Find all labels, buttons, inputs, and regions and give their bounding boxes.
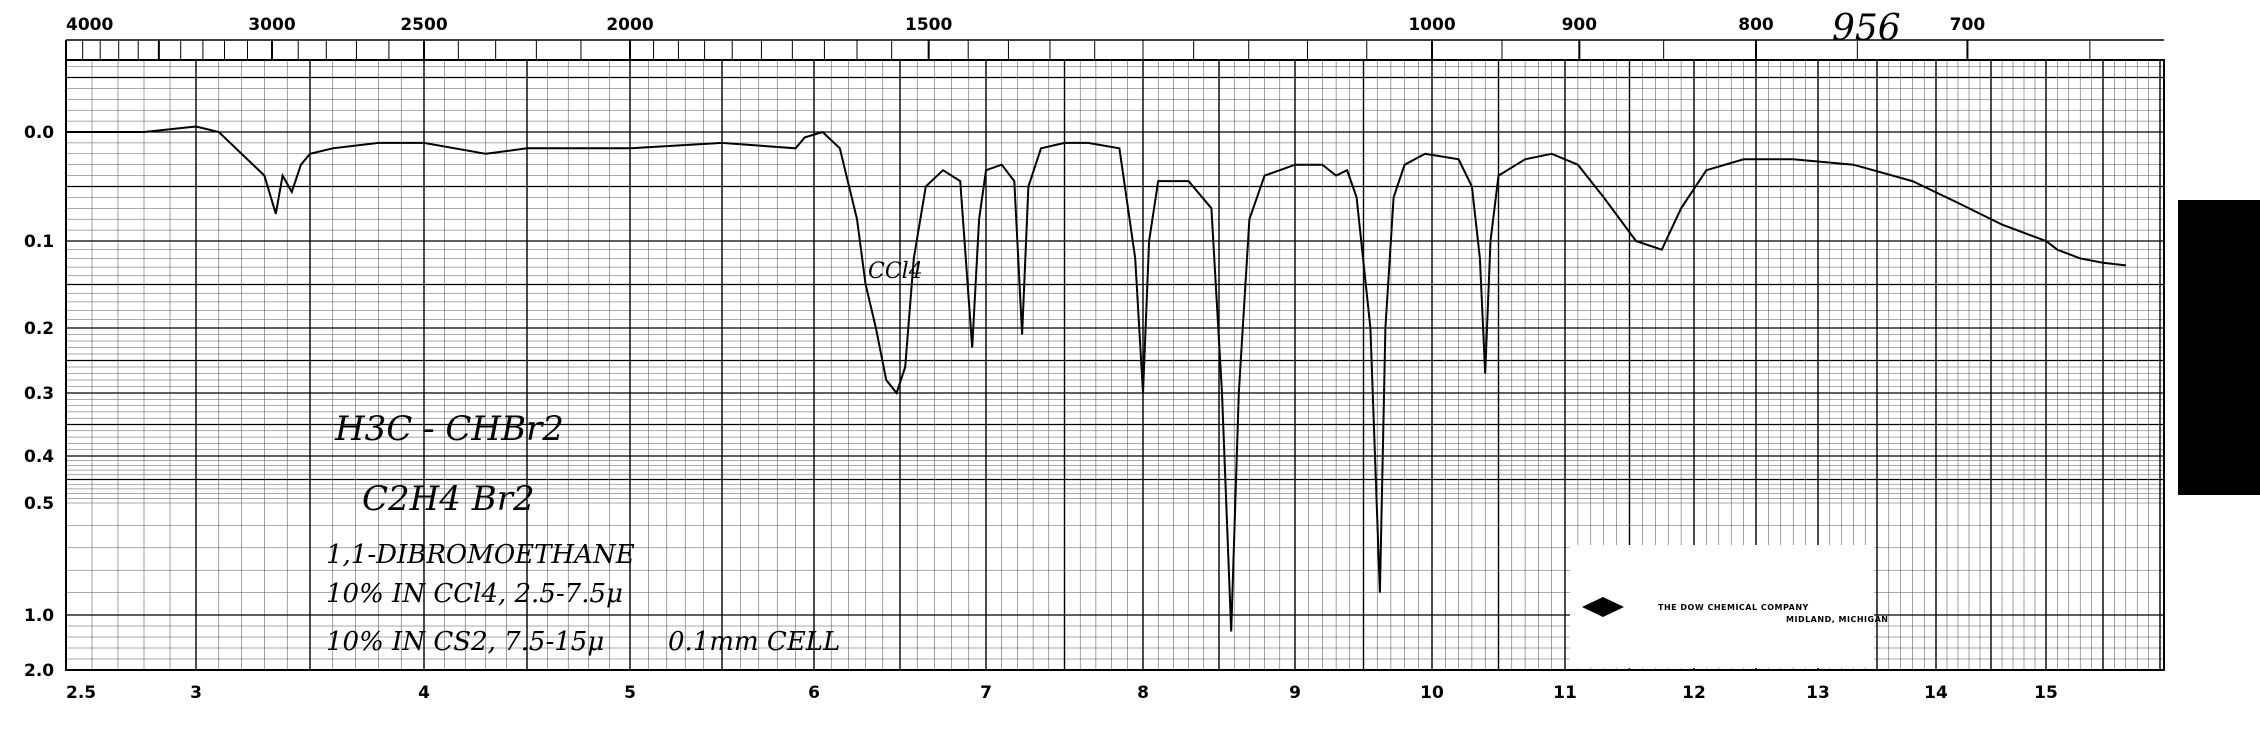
bottom-axis-tick-label: 2.5: [66, 683, 96, 703]
top-axis-tick-label: 3000: [248, 15, 295, 35]
bottom-axis-tick-label: 13: [1806, 683, 1830, 703]
bottom-axis-tick-label: 11: [1553, 683, 1577, 703]
bottom-axis-tick-label: 3: [190, 683, 202, 703]
dow-diamond-logo: [1582, 597, 1624, 617]
dow-logo-box: THE DOW CHEMICAL COMPANY MIDLAND, MICHIG…: [1570, 545, 1888, 668]
top-axis-tick-label: 700: [1950, 15, 1986, 35]
bottom-axis-tick-label: 8: [1137, 683, 1149, 703]
left-axis-tick-label: 0.1: [24, 232, 54, 252]
bottom-axis-tick-label: 10: [1420, 683, 1444, 703]
left-axis-tick-label: 0.2: [24, 319, 54, 339]
spectrum-trace: [66, 125, 2126, 632]
dow-company-subtitle: MIDLAND, MICHIGAN: [1786, 615, 1888, 624]
black-edge-tab: [2178, 200, 2260, 495]
top-axis-ticks: [65, 39, 2164, 60]
left-axis-tick-label: 0.3: [24, 384, 54, 404]
top-axis-tick-label: 1000: [1408, 15, 1455, 35]
bottom-axis-tick-label: 9: [1289, 683, 1301, 703]
left-axis-tick-label: 1.0: [24, 606, 54, 626]
left-axis-tick-label: 0.0: [24, 123, 54, 143]
top-axis-tick-label: 1500: [905, 15, 952, 35]
top-axis-tick-label: 4000: [66, 15, 113, 35]
conditions-line-2: 10% IN CS2, 7.5-15μ: [326, 627, 604, 657]
left-axis-labels: 0.0 0.1 0.2 0.3 0.4 0.5 1.0 2.0: [24, 123, 54, 681]
bottom-axis-tick-label: 5: [624, 683, 636, 703]
minor-grid: [66, 60, 2164, 670]
solvent-mark-annotation: CCl4: [868, 259, 923, 284]
bottom-axis-tick-label: 15: [2034, 683, 2058, 703]
conditions-line-1: 10% IN CCl4, 2.5-7.5μ: [326, 579, 623, 609]
bottom-axis-tick-label: 14: [1924, 683, 1948, 703]
top-axis-tick-label: 2500: [400, 15, 447, 35]
major-grid: [65, 60, 2164, 671]
chart-number-annotation: 956: [1832, 8, 1901, 49]
top-axis-tick-label: 900: [1562, 15, 1598, 35]
top-axis-tick-label: 800: [1738, 15, 1774, 35]
cell-annotation: 0.1mm CELL: [668, 627, 840, 657]
bottom-axis-tick-label: 6: [808, 683, 820, 703]
compound-name-annotation: 1,1-DIBROMOETHANE: [326, 540, 635, 570]
top-axis-labels: 4000 3000 2500 2000 1500 1000 900 800 700: [66, 15, 1985, 35]
structure-annotation: H3C - CHBr2: [334, 409, 564, 449]
plot-frame: [65, 59, 2165, 671]
bottom-axis-labels: 2.5 3 4 5 6 7 8 9 10 11 12 13 14 15: [66, 683, 2058, 703]
left-axis-tick-label: 0.5: [24, 494, 54, 514]
bottom-axis-tick-label: 12: [1682, 683, 1706, 703]
formula-annotation: C2H4 Br2: [362, 479, 535, 519]
left-axis-tick-label: 0.4: [24, 447, 54, 467]
dow-company-name: THE DOW CHEMICAL COMPANY: [1658, 603, 1809, 612]
bottom-axis-tick-label: 4: [418, 683, 430, 703]
top-axis-tick-label: 2000: [606, 15, 653, 35]
bottom-axis-tick-label: 7: [980, 683, 992, 703]
left-axis-tick-label: 2.0: [24, 661, 54, 681]
